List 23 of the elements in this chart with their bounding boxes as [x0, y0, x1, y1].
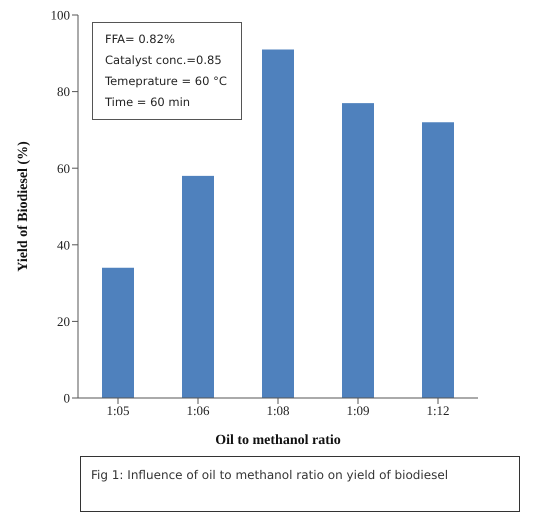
y-axis-title: Yield of Biodiesel (%) [16, 140, 31, 272]
bar [342, 103, 374, 398]
x-tick-label: 1:05 [106, 403, 130, 418]
y-tick-label: 80 [57, 84, 70, 100]
annotation: Temeprature = 60 °C [105, 73, 227, 90]
y-tick-label: 100 [50, 8, 70, 23]
x-axis-title: Oil to methanol ratio [215, 433, 341, 448]
annotation: Catalyst conc.=0.85 [105, 52, 223, 69]
y-tick-label: 40 [57, 237, 70, 252]
annotation: Time = 60 min [105, 94, 192, 111]
bar [262, 49, 294, 398]
x-tick-label: 1:06 [186, 403, 210, 418]
y-tick-label: 20 [57, 314, 70, 330]
x-tick-label: 1:12 [426, 403, 450, 418]
y-tick-label: 60 [57, 160, 70, 176]
x-tick-label: 1:08 [266, 403, 290, 418]
x-tick-label: 1:09 [346, 403, 370, 418]
y-tick-label: 0 [64, 390, 70, 406]
bar [422, 122, 454, 398]
annotation: FFA= 0.82% [105, 31, 176, 48]
bar [182, 176, 214, 398]
caption: Fig 1: Influence of oil to methanol ratio on yield of biodiesel [80, 456, 520, 512]
bar [102, 268, 134, 398]
